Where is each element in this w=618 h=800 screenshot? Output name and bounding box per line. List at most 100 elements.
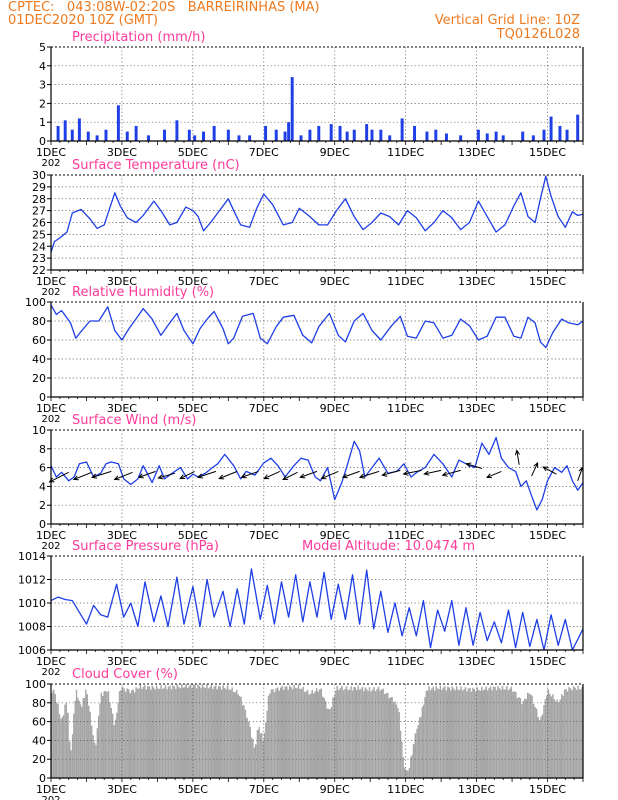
cloud-bar [445, 690, 448, 778]
y-tick-label: 26 [32, 217, 46, 230]
cloud-bar [329, 709, 331, 778]
cloud-bar [148, 686, 151, 778]
cloud-bar [478, 689, 480, 778]
x-tick-label: 9DEC [320, 529, 350, 542]
cloud-bar [506, 686, 508, 778]
cloud-bar [169, 685, 171, 778]
cloud-bar [489, 686, 492, 778]
y-tick-label: 80 [32, 315, 46, 328]
cloud-bar [422, 704, 425, 778]
x-tick-label: 11DEC [387, 146, 424, 159]
x-tick-label: 7DEC [249, 275, 279, 288]
y-tick-label: 22 [32, 264, 46, 277]
cloud-bar [189, 684, 192, 778]
cloud-bar [55, 702, 58, 778]
cloud-bar [410, 757, 412, 778]
cloud-bar [161, 689, 164, 778]
precip-bar [56, 125, 60, 141]
x-tick-label: 3DEC [107, 402, 137, 415]
wind-arrow [320, 470, 339, 480]
wind-arrow [113, 471, 133, 481]
y-tick-label: 60 [32, 334, 46, 347]
cloud-bar [338, 690, 340, 778]
cloud-bar [549, 693, 551, 778]
cloud-bar [95, 744, 97, 778]
panel-precipitation: 0 1 2 3 4 5 1DEC 3DEC 5DEC 7DEC 9DEC 11DEC 13DEC 15DE… [36, 30, 584, 169]
cloud-bar [150, 689, 152, 778]
cloud-bar [556, 699, 559, 778]
y-tick-label: 6 [39, 462, 46, 475]
cloud-bar [198, 686, 201, 778]
cloud-bar [510, 686, 513, 778]
cloud-bar [244, 709, 247, 778]
cloud-bar [78, 700, 80, 778]
cloud-bar [515, 692, 517, 778]
cloud-bar [207, 688, 210, 778]
cloud-bar [77, 697, 79, 778]
cloud-bar [209, 687, 211, 778]
y-tick-label: 4 [39, 60, 46, 73]
cloud-bar [241, 705, 244, 778]
cloud-bar [256, 729, 259, 778]
cloud-bar [408, 767, 411, 778]
precip-bar [95, 135, 99, 141]
cloud-bar [495, 690, 498, 778]
cloud-bar [299, 688, 301, 778]
precip-bar [317, 125, 321, 141]
cloud-bar [300, 688, 303, 778]
cloud-bar [309, 693, 312, 778]
precip-bar [283, 131, 287, 141]
cloud-bar [420, 716, 422, 778]
precip-bar [147, 135, 151, 141]
precip-bar [329, 124, 333, 141]
cloud-bar [68, 741, 71, 778]
cloud-bar [326, 708, 328, 778]
cloud-bar [191, 688, 193, 778]
cloud-bar [552, 694, 554, 778]
cloud-bar [127, 689, 130, 778]
x-tick-label: 15DEC [529, 655, 566, 668]
precip-bar [379, 129, 383, 141]
frame [50, 47, 584, 142]
y-tick-label: 20 [32, 753, 46, 766]
precip-bar [338, 125, 342, 141]
precip-bar [63, 120, 67, 141]
cloud-bar [145, 689, 148, 778]
cloud-bar [575, 689, 578, 778]
wind-arrow [465, 462, 483, 469]
cloud-bar [135, 687, 137, 778]
cloud-bar [394, 701, 396, 778]
cloud-bar [363, 691, 365, 778]
cloud-bar [486, 690, 489, 778]
cloud-bar [112, 713, 114, 778]
cloud-bar [458, 689, 461, 778]
cloud-bar [121, 686, 124, 778]
cloud-bar [483, 689, 486, 778]
y-tick-label: 0 [39, 135, 46, 148]
cloud-bar [116, 712, 118, 778]
cloud-bar [306, 689, 309, 778]
cloud-bar [312, 693, 315, 778]
cloud-bar [226, 685, 229, 778]
cloud-bar [311, 690, 313, 778]
precip-bar [237, 135, 241, 141]
y-tick-label: 27 [32, 205, 46, 218]
cloud-bar [385, 693, 387, 778]
cloud-bar [297, 684, 300, 778]
cloud-bar [86, 694, 88, 778]
cloud-bar [472, 687, 474, 778]
precip-bar [70, 129, 74, 141]
y-tick-label: 1006 [18, 644, 46, 657]
cloud-bar [497, 686, 499, 778]
y-tick-label: 1010 [18, 597, 46, 610]
cloud-bar [270, 689, 273, 778]
cloud-bar [572, 686, 575, 778]
cloud-bar [179, 688, 182, 778]
x-tick-label: 15DEC [529, 402, 566, 415]
wind-arrow [299, 470, 318, 479]
cloud-bar [348, 689, 351, 778]
cloud-bar [429, 690, 432, 778]
cloud-bar [126, 688, 128, 778]
cloud-bar [102, 695, 104, 778]
wind-arrow [358, 470, 380, 479]
